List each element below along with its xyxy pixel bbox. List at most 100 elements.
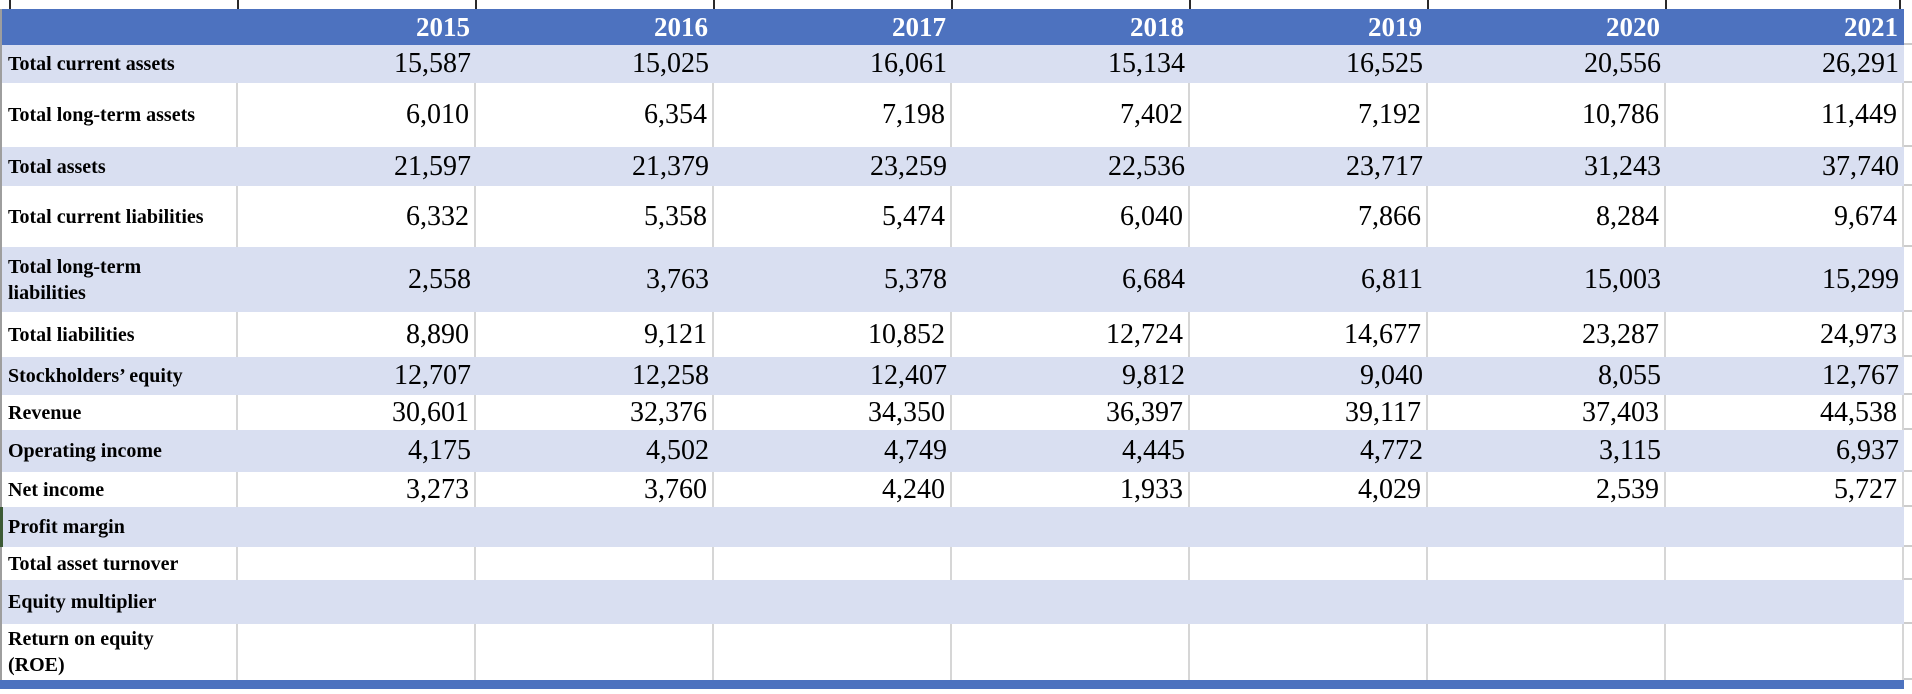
value-cell[interactable] xyxy=(1428,580,1666,624)
value-cell[interactable] xyxy=(1428,624,1666,680)
value-cell[interactable]: 20,556 xyxy=(1428,45,1666,83)
value-cell[interactable]: 6,937 xyxy=(1666,430,1904,472)
value-cell[interactable]: 6,811 xyxy=(1190,247,1428,312)
value-cell[interactable]: 23,717 xyxy=(1190,147,1428,186)
value-cell[interactable] xyxy=(1190,580,1428,624)
value-cell[interactable]: 7,198 xyxy=(714,83,952,147)
value-cell[interactable]: 22,536 xyxy=(952,147,1190,186)
value-cell[interactable]: 37,740 xyxy=(1666,147,1904,186)
value-cell[interactable] xyxy=(1428,507,1666,547)
value-cell[interactable]: 6,684 xyxy=(952,247,1190,312)
value-cell[interactable]: 15,299 xyxy=(1666,247,1904,312)
value-cell[interactable]: 1,933 xyxy=(952,472,1190,507)
value-cell[interactable] xyxy=(714,624,952,680)
value-cell[interactable]: 5,378 xyxy=(714,247,952,312)
value-cell[interactable]: 16,525 xyxy=(1190,45,1428,83)
value-cell[interactable]: 9,674 xyxy=(1666,186,1904,247)
value-cell[interactable] xyxy=(1666,507,1904,547)
value-cell[interactable]: 12,707 xyxy=(238,357,476,395)
value-cell[interactable]: 4,029 xyxy=(1190,472,1428,507)
value-cell[interactable] xyxy=(714,507,952,547)
value-cell[interactable] xyxy=(952,507,1190,547)
value-cell[interactable]: 5,474 xyxy=(714,186,952,247)
value-cell[interactable] xyxy=(952,547,1190,580)
value-cell[interactable]: 44,538 xyxy=(1666,395,1904,430)
value-cell[interactable] xyxy=(476,547,714,580)
value-cell[interactable]: 6,332 xyxy=(238,186,476,247)
value-cell[interactable]: 23,259 xyxy=(714,147,952,186)
value-cell[interactable]: 39,117 xyxy=(1190,395,1428,430)
right-margin-cell xyxy=(1904,357,1912,395)
value-cell[interactable]: 12,258 xyxy=(476,357,714,395)
value-cell[interactable] xyxy=(238,580,476,624)
value-cell[interactable]: 12,767 xyxy=(1666,357,1904,395)
value-cell[interactable]: 3,760 xyxy=(476,472,714,507)
value-cell[interactable]: 24,973 xyxy=(1666,312,1904,357)
value-cell[interactable]: 8,890 xyxy=(238,312,476,357)
value-cell[interactable]: 4,240 xyxy=(714,472,952,507)
value-cell[interactable]: 6,354 xyxy=(476,83,714,147)
value-cell[interactable]: 3,763 xyxy=(476,247,714,312)
value-cell[interactable]: 6,040 xyxy=(952,186,1190,247)
value-cell[interactable] xyxy=(952,624,1190,680)
value-cell[interactable]: 2,558 xyxy=(238,247,476,312)
value-cell[interactable]: 16,061 xyxy=(714,45,952,83)
value-cell[interactable]: 21,379 xyxy=(476,147,714,186)
value-cell[interactable]: 6,010 xyxy=(238,83,476,147)
value-cell[interactable]: 36,397 xyxy=(952,395,1190,430)
value-cell[interactable]: 7,192 xyxy=(1190,83,1428,147)
value-cell[interactable]: 4,175 xyxy=(238,430,476,472)
value-cell[interactable]: 30,601 xyxy=(238,395,476,430)
value-cell[interactable]: 9,812 xyxy=(952,357,1190,395)
value-cell[interactable] xyxy=(238,547,476,580)
value-cell[interactable]: 26,291 xyxy=(1666,45,1904,83)
value-cell[interactable]: 37,403 xyxy=(1428,395,1666,430)
value-cell[interactable] xyxy=(238,507,476,547)
value-cell[interactable]: 15,134 xyxy=(952,45,1190,83)
value-cell[interactable] xyxy=(1666,547,1904,580)
value-cell[interactable]: 8,284 xyxy=(1428,186,1666,247)
value-cell[interactable]: 15,003 xyxy=(1428,247,1666,312)
value-cell[interactable]: 14,677 xyxy=(1190,312,1428,357)
value-cell[interactable] xyxy=(952,580,1190,624)
value-cell[interactable] xyxy=(1190,547,1428,580)
value-cell[interactable]: 5,727 xyxy=(1666,472,1904,507)
value-cell[interactable]: 4,772 xyxy=(1190,430,1428,472)
value-cell[interactable]: 4,445 xyxy=(952,430,1190,472)
value-cell[interactable] xyxy=(1666,624,1904,680)
value-cell[interactable]: 23,287 xyxy=(1428,312,1666,357)
value-cell[interactable]: 5,358 xyxy=(476,186,714,247)
value-cell[interactable]: 11,449 xyxy=(1666,83,1904,147)
value-cell[interactable]: 21,597 xyxy=(238,147,476,186)
value-cell[interactable] xyxy=(476,507,714,547)
value-cell[interactable] xyxy=(1666,580,1904,624)
value-cell[interactable]: 10,852 xyxy=(714,312,952,357)
value-cell[interactable]: 7,866 xyxy=(1190,186,1428,247)
value-cell[interactable]: 15,587 xyxy=(238,45,476,83)
value-cell[interactable] xyxy=(714,547,952,580)
value-cell[interactable]: 2,539 xyxy=(1428,472,1666,507)
value-cell[interactable] xyxy=(714,580,952,624)
value-cell[interactable]: 12,724 xyxy=(952,312,1190,357)
value-cell[interactable]: 31,243 xyxy=(1428,147,1666,186)
value-cell[interactable]: 3,273 xyxy=(238,472,476,507)
value-cell[interactable]: 10,786 xyxy=(1428,83,1666,147)
value-cell[interactable]: 3,115 xyxy=(1428,430,1666,472)
table-row: Return on equity (ROE) xyxy=(0,624,1912,680)
value-cell[interactable] xyxy=(1428,547,1666,580)
value-cell[interactable]: 9,040 xyxy=(1190,357,1428,395)
value-cell[interactable]: 9,121 xyxy=(476,312,714,357)
value-cell[interactable] xyxy=(1190,624,1428,680)
value-cell[interactable]: 12,407 xyxy=(714,357,952,395)
value-cell[interactable] xyxy=(476,580,714,624)
value-cell[interactable] xyxy=(238,624,476,680)
value-cell[interactable]: 34,350 xyxy=(714,395,952,430)
value-cell[interactable]: 7,402 xyxy=(952,83,1190,147)
value-cell[interactable]: 4,749 xyxy=(714,430,952,472)
value-cell[interactable]: 32,376 xyxy=(476,395,714,430)
value-cell[interactable]: 15,025 xyxy=(476,45,714,83)
value-cell[interactable]: 8,055 xyxy=(1428,357,1666,395)
value-cell[interactable] xyxy=(1190,507,1428,547)
value-cell[interactable]: 4,502 xyxy=(476,430,714,472)
value-cell[interactable] xyxy=(476,624,714,680)
